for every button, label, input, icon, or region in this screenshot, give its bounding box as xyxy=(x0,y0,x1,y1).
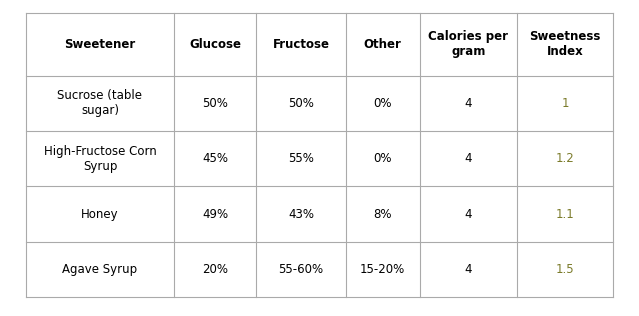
Text: Honey: Honey xyxy=(81,208,119,221)
Text: 8%: 8% xyxy=(374,208,392,221)
Text: 50%: 50% xyxy=(288,97,314,110)
Text: Calories per
gram: Calories per gram xyxy=(428,30,509,58)
Text: High-Fructose Corn
Syrup: High-Fructose Corn Syrup xyxy=(43,145,157,173)
Text: 50%: 50% xyxy=(203,97,228,110)
Text: Sweetener: Sweetener xyxy=(65,38,135,51)
Text: 1.1: 1.1 xyxy=(556,208,574,221)
Text: 4: 4 xyxy=(465,263,472,276)
Text: 0%: 0% xyxy=(374,152,392,165)
Text: 55-60%: 55-60% xyxy=(279,263,323,276)
Text: 55%: 55% xyxy=(288,152,314,165)
Text: 1: 1 xyxy=(561,97,569,110)
Text: 4: 4 xyxy=(465,97,472,110)
Text: 0%: 0% xyxy=(374,97,392,110)
Text: Sweetness
Index: Sweetness Index xyxy=(529,30,601,58)
Text: Other: Other xyxy=(364,38,402,51)
Text: 43%: 43% xyxy=(288,208,314,221)
Text: Fructose: Fructose xyxy=(272,38,329,51)
Text: 4: 4 xyxy=(465,152,472,165)
Text: 20%: 20% xyxy=(203,263,228,276)
Text: Agave Syrup: Agave Syrup xyxy=(63,263,137,276)
Text: 15-20%: 15-20% xyxy=(360,263,405,276)
Text: 4: 4 xyxy=(465,208,472,221)
Text: Glucose: Glucose xyxy=(189,38,242,51)
Text: 1.2: 1.2 xyxy=(556,152,574,165)
Text: 45%: 45% xyxy=(203,152,228,165)
Text: 1.5: 1.5 xyxy=(556,263,574,276)
Text: 49%: 49% xyxy=(203,208,228,221)
Text: Sucrose (table
sugar): Sucrose (table sugar) xyxy=(58,89,142,118)
